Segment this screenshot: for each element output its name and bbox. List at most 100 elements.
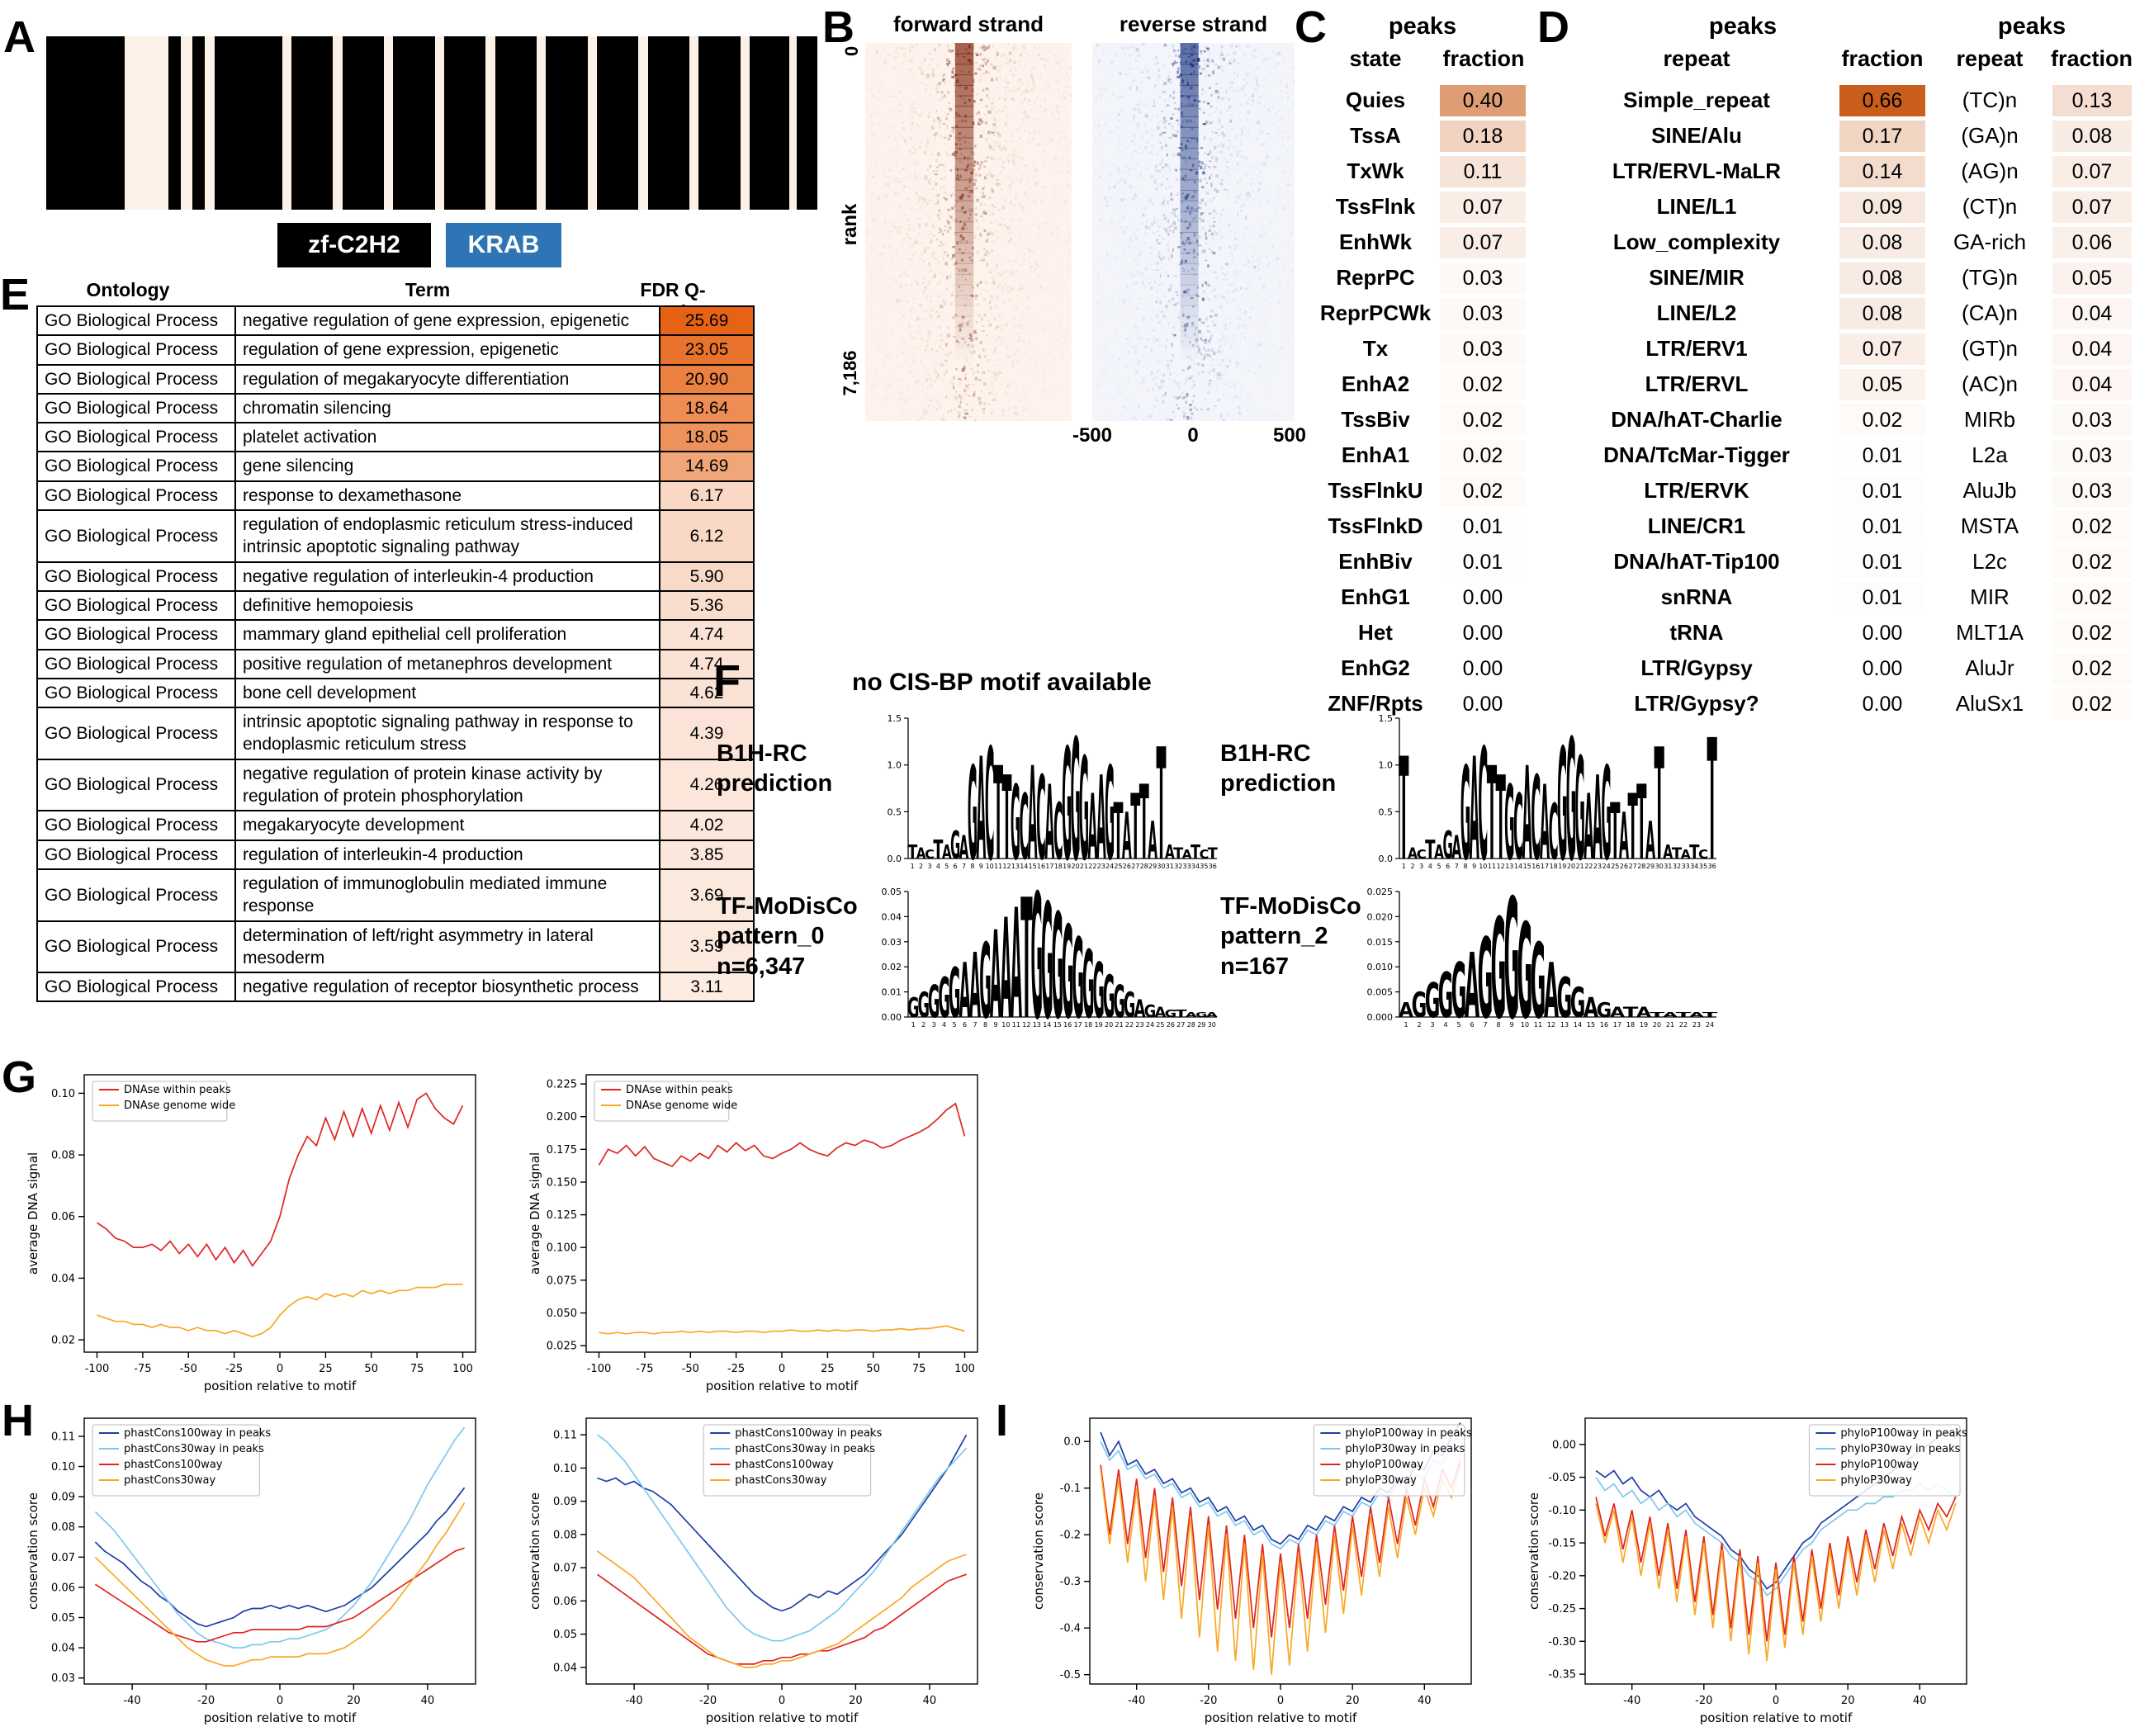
- repeat-fraction-table-1: Simple_repeat 0.66 SINE/Alu 0.17 LTR/ERVL-Ma…: [1560, 83, 1925, 721]
- svg-text:A: A: [1096, 753, 1106, 882]
- zf-c2h2-domain-label: zf-C2H2: [277, 223, 431, 267]
- repeat-name-row-label: MIR: [1970, 584, 2010, 609]
- legend-box: [92, 1424, 260, 1497]
- svg-text:13: 13: [1033, 1021, 1041, 1029]
- zinc-finger-segment: [192, 36, 206, 210]
- zinc-finger-segment: [393, 36, 435, 210]
- repeat-row: Low_complexity 0.08: [1560, 225, 1925, 260]
- svg-text:G: G: [949, 954, 961, 1034]
- svg-text:-0.30: -0.30: [1548, 1636, 1576, 1648]
- state-row: EnhG1 0.00: [1318, 579, 1526, 615]
- go-qval-cell: 4.39: [659, 707, 755, 760]
- repeat-name-row-value: 0.03: [2052, 475, 2132, 507]
- modisco-p0-line1: TF-MoDisCo: [717, 893, 858, 920]
- repeat-row-label: LTR/ERVL-MaLR: [1612, 158, 1782, 183]
- legend-entry: phastCons30way: [124, 1474, 216, 1487]
- svg-text:G: G: [950, 824, 960, 868]
- series-DNAse-genome-wide: [97, 1284, 463, 1338]
- svg-text:20: 20: [1567, 863, 1575, 870]
- svg-text:0.11: 0.11: [553, 1430, 577, 1442]
- state-row-label: EnhG2: [1341, 655, 1410, 680]
- svg-text:G: G: [1460, 741, 1470, 882]
- svg-text:6: 6: [954, 863, 958, 870]
- svg-text:35: 35: [1200, 863, 1208, 870]
- repeat-row-label: Low_complexity: [1612, 229, 1781, 254]
- repeat-name-row-value: 0.08: [2052, 120, 2132, 152]
- svg-text:A: A: [1610, 1004, 1625, 1020]
- repeat-row: LINE/L2 0.08: [1560, 296, 1925, 331]
- repeat-name-row-value: 0.04: [2052, 297, 2132, 329]
- svg-text:0.150: 0.150: [547, 1177, 577, 1190]
- repeat-name-row-label: MIRb: [1963, 407, 2016, 432]
- svg-text:12: 12: [1002, 863, 1011, 870]
- svg-text:-0.05: -0.05: [1548, 1472, 1576, 1484]
- svg-text:T: T: [1636, 764, 1646, 882]
- svg-text:T: T: [1689, 841, 1700, 863]
- svg-text:24: 24: [1602, 863, 1611, 870]
- repeat-row: LTR/ERVL-MaLR 0.14: [1560, 154, 1925, 189]
- go-term-cell: definitive hemopoiesis: [234, 589, 660, 622]
- state-row-label: Quies: [1345, 88, 1406, 112]
- svg-text:27: 27: [1176, 1021, 1185, 1029]
- svg-text:G: G: [928, 977, 940, 1029]
- modisco-pattern0-label: TF-MoDisCo pattern_0 n=6,347: [717, 892, 890, 982]
- go-qval-cell: 23.05: [659, 334, 755, 366]
- state-row-label: TssBiv: [1341, 407, 1410, 432]
- svg-text:G: G: [1557, 717, 1567, 882]
- svg-text:A: A: [959, 947, 971, 1035]
- repeat-name-row-value: 0.03: [2052, 439, 2132, 471]
- svg-text:40: 40: [421, 1695, 435, 1707]
- peaks-title-c: peaks: [1388, 13, 1457, 40]
- state-row: EnhA1 0.02: [1318, 438, 1526, 473]
- series-DNAse-within-peaks: [598, 1102, 966, 1167]
- svg-text:G: G: [1052, 885, 1064, 1040]
- repeat-row: LTR/ERV1 0.07: [1560, 331, 1925, 367]
- go-ontology-cell: GO Biological Process: [36, 868, 236, 922]
- repeat-name-row: (TG)n 0.05: [1934, 260, 2132, 296]
- svg-text:-100: -100: [587, 1363, 612, 1375]
- repeat-row-label: DNA/hAT-Charlie: [1611, 407, 1782, 432]
- svg-text:0: 0: [1773, 1695, 1779, 1707]
- svg-text:-40: -40: [1128, 1695, 1145, 1707]
- svg-text:25: 25: [1156, 1021, 1164, 1029]
- repeat-row: Simple_repeat 0.66: [1560, 83, 1925, 118]
- svg-text:20: 20: [1105, 1021, 1113, 1029]
- svg-text:G: G: [1165, 1008, 1177, 1020]
- svg-text:0.04: 0.04: [51, 1273, 75, 1285]
- repeat-row-value: 0.08: [1839, 297, 1925, 329]
- repeat-row-value: 0.01: [1862, 550, 1903, 574]
- repeat-name-row-label: AluSx1: [1955, 691, 2024, 716]
- go-term-cell: gene silencing: [234, 451, 660, 482]
- svg-text:G: G: [907, 992, 920, 1024]
- svg-text:T: T: [1425, 835, 1436, 865]
- state-row-value: 0.00: [1462, 692, 1503, 716]
- svg-text:0.100: 0.100: [547, 1242, 577, 1255]
- legend-entry: phyloP30way: [1840, 1474, 1912, 1487]
- zinc-finger-segment: [443, 36, 486, 210]
- svg-text:-25: -25: [225, 1363, 243, 1375]
- rank-axis-label: rank: [839, 203, 861, 246]
- svg-text:23: 23: [1135, 1021, 1143, 1029]
- repeat-name-row-label: (CT)n: [1962, 194, 2018, 219]
- svg-text:0.08: 0.08: [51, 1521, 75, 1534]
- repeat-row-value: 0.17: [1839, 120, 1925, 152]
- svg-text:11: 11: [1012, 1021, 1020, 1029]
- peaks-title-d2: peaks: [1997, 13, 2066, 40]
- protein-domain-bar: [46, 36, 817, 210]
- legend-box: [703, 1424, 872, 1497]
- svg-text:32: 32: [1673, 863, 1681, 870]
- svg-text:8: 8: [1496, 1021, 1500, 1029]
- repeat-row: LTR/ERVL 0.05: [1560, 367, 1925, 402]
- svg-text:T: T: [1650, 1010, 1665, 1019]
- repeat-row: LINE/CR1 0.01: [1560, 509, 1925, 544]
- repeat-name-row: (AG)n 0.07: [1934, 154, 2132, 189]
- repeat-row: SINE/MIR 0.08: [1560, 260, 1925, 296]
- repeat-name-row-label: (TG)n: [1962, 265, 2018, 290]
- y-axis-label: conservation score: [1031, 1492, 1046, 1610]
- svg-text:G: G: [1031, 882, 1044, 1040]
- svg-text:0: 0: [277, 1363, 283, 1375]
- svg-text:34: 34: [1690, 863, 1698, 870]
- svg-text:19: 19: [1558, 863, 1566, 870]
- svg-text:G: G: [1011, 764, 1020, 882]
- panel-b-letter: B: [822, 2, 854, 52]
